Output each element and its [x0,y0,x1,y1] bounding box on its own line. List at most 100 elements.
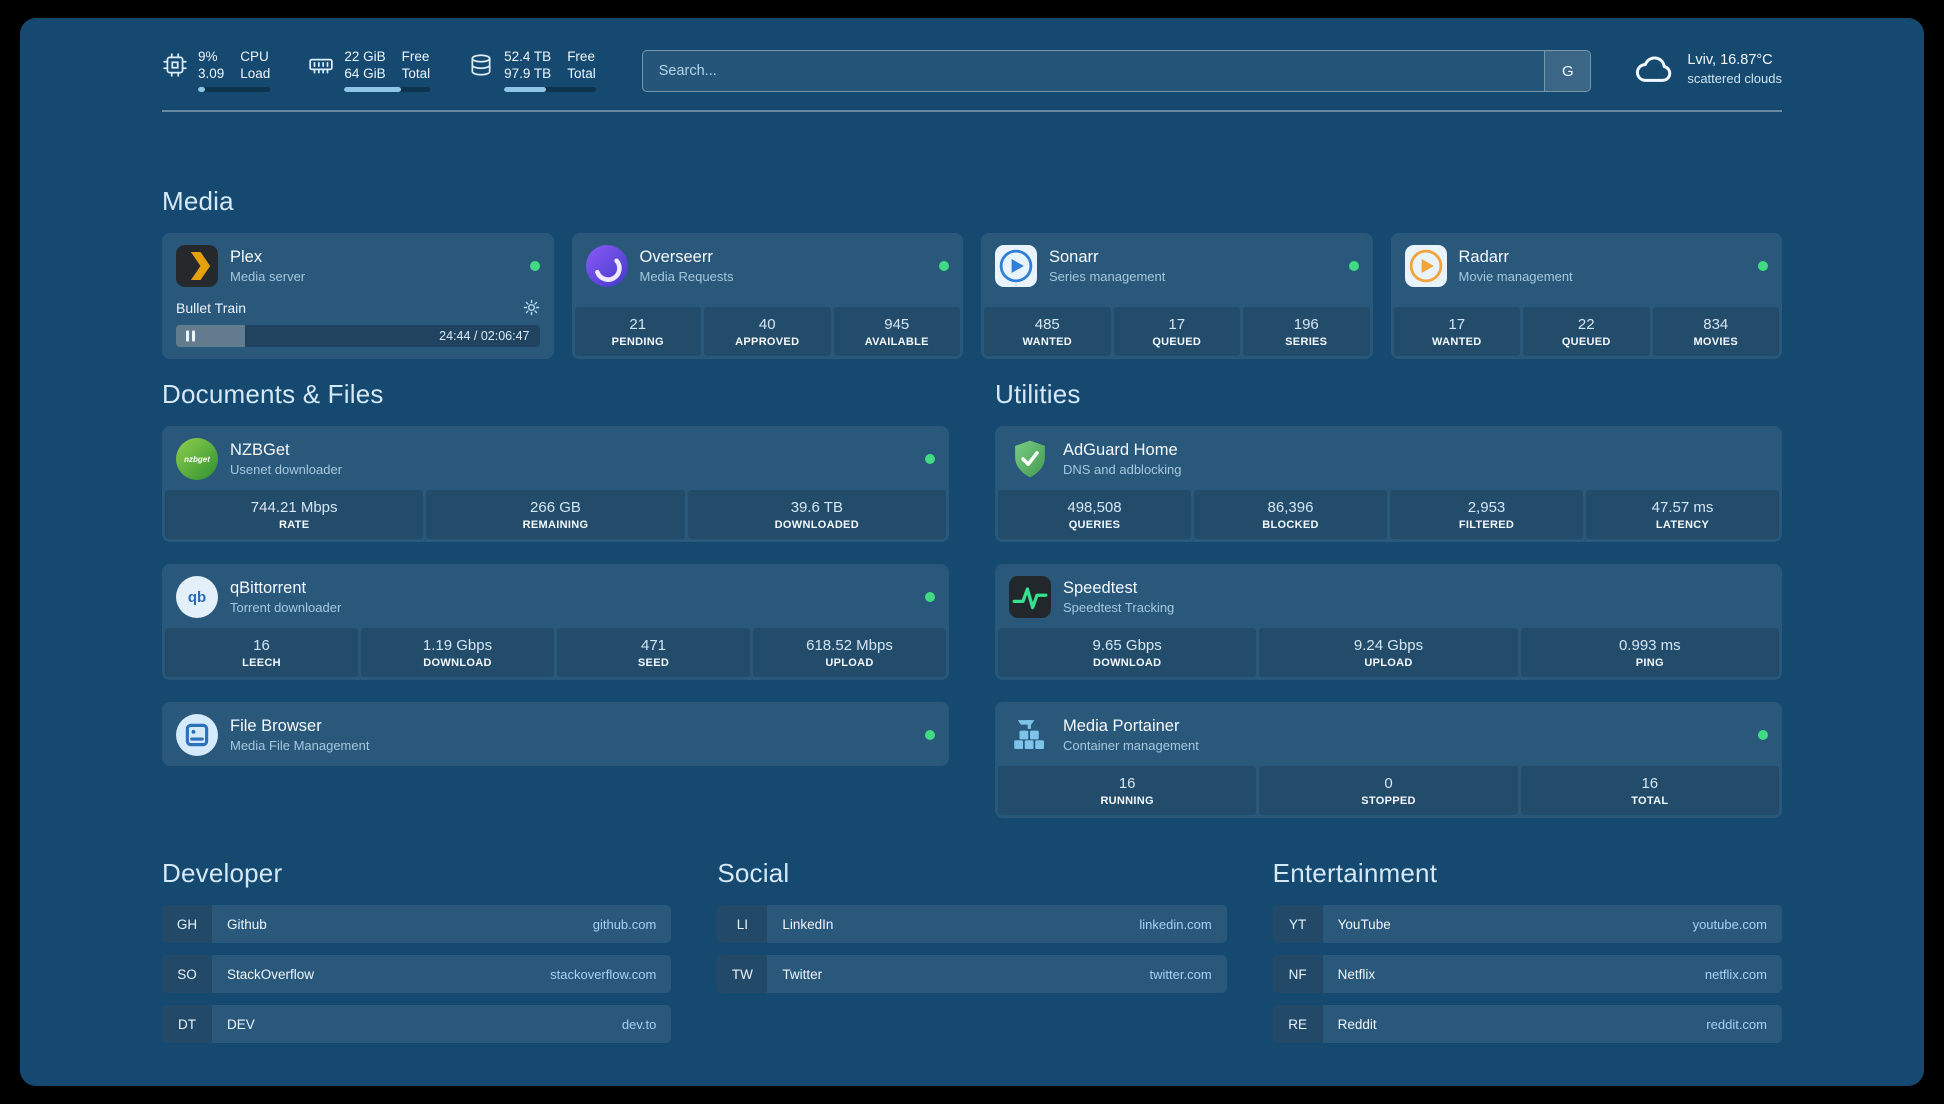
cpu-load-label: Load [240,66,271,81]
bookmark-abbr: RE [1272,1005,1323,1043]
cpu-progress-track [198,87,271,92]
stat-pending: 21 PENDING [574,307,701,356]
status-dot [925,592,935,602]
stats-row: 16 RUNNING 0 STOPPED 16 TOTAL [995,766,1782,818]
service-card-filebrowser[interactable]: File Browser Media File Management [162,702,949,766]
bookmark-url: youtube.com [1692,916,1767,932]
service-subtitle: Container management [1063,738,1199,753]
qbittorrent-icon: qb [176,576,218,618]
stat-upload: 9.24 Gbps UPLOAD [1259,628,1518,677]
service-card-nzbget[interactable]: nzbget NZBGet Usenet downloader 744.21 M… [162,426,949,542]
search-provider-button[interactable]: G [1544,51,1591,91]
stats-row: 485 WANTED 17 QUEUED 196 SERIES [981,307,1373,359]
developer-bookmarks: Developer GH Github github.com SO StackO… [162,858,672,1043]
overseerr-icon [585,245,628,287]
memory-progress-track [344,87,431,92]
service-subtitle: Media File Management [230,738,370,753]
memory-widget: 22 GiB Free 64 GiB Total [308,48,431,92]
status-dot [1758,730,1768,740]
cpu-readout: 9% CPU 3.09 Load [198,48,271,92]
status-dot [925,730,935,740]
stats-row: 21 PENDING 40 APPROVED 945 AVAILABLE [572,307,964,359]
search-bar: G [641,50,1592,92]
playback-progress-bar[interactable]: 24:44 / 02:06:47 [176,325,540,347]
status-dot [939,261,949,271]
bookmark-abbr: TW [717,955,768,993]
stat-running: 16 RUNNING [998,766,1257,815]
bookmark-reddit[interactable]: RE Reddit reddit.com [1272,1005,1782,1043]
service-title: NZBGet [230,441,290,459]
gear-icon[interactable] [523,299,540,316]
bookmark-stackoverflow[interactable]: SO StackOverflow stackoverflow.com [162,955,672,993]
bookmark-name: YouTube [1337,916,1391,932]
bookmark-url: stackoverflow.com [550,966,657,982]
media-cards-row: Plex Media server Bullet Train [162,233,1782,359]
nzbget-icon: nzbget [176,438,218,480]
service-card-overseerr[interactable]: Overseerr Media Requests 21 PENDING 40 APP… [571,233,964,359]
entertainment-bookmarks: Entertainment YT YouTube youtube.com NF … [1272,858,1782,1043]
disk-total: 97.9 TB [504,66,552,81]
memory-free: 22 GiB [344,49,386,64]
service-title: Media Portainer [1063,717,1180,735]
stat-queued: 22 QUEUED [1523,307,1650,356]
now-playing-title: Bullet Train [176,299,247,316]
stat-movies: 834 MOVIES [1652,307,1779,356]
stat-remaining: 266 GB REMAINING [426,490,685,539]
dashboard-window: 9% CPU 3.09 Load [20,18,1924,1086]
stats-row: 17 WANTED 22 QUEUED 834 MOVIES [1391,307,1783,359]
stat-available: 945 AVAILABLE [833,307,960,356]
disk-free: 52.4 TB [504,49,552,64]
bookmark-github[interactable]: GH Github github.com [162,905,672,943]
status-dot [925,454,935,464]
playback-time: 24:44 / 02:06:47 [439,329,530,343]
stat-blocked: 86,396 BLOCKED [1194,490,1387,539]
section-title-developer: Developer [162,858,283,888]
bookmark-netflix[interactable]: NF Netflix netflix.com [1272,955,1782,993]
bookmark-twitter[interactable]: TW Twitter twitter.com [717,955,1227,993]
stats-row: 744.21 Mbps RATE 266 GB REMAINING 39.6 TB D… [162,490,949,542]
service-card-adguard[interactable]: AdGuard Home DNS and adblocking 498,508 Q… [995,426,1782,542]
cpu-widget: 9% CPU 3.09 Load [162,48,271,92]
disk-progress-fill [504,87,547,92]
dashboard-content: 9% CPU 3.09 Load [162,18,1782,1083]
status-dot [1758,261,1768,271]
service-subtitle: Media Requests [639,269,734,284]
bookmark-abbr: NF [1272,955,1323,993]
service-card-sonarr[interactable]: Sonarr Series management 485 WANTED 17 QUE… [981,233,1373,359]
portainer-icon [1009,714,1051,756]
bookmark-youtube[interactable]: YT YouTube youtube.com [1272,905,1782,943]
service-card-plex[interactable]: Plex Media server Bullet Train [162,233,554,359]
disk-progress-track [504,87,596,92]
memory-progress-fill [344,87,401,92]
weather-condition: scattered clouds [1687,71,1782,86]
header-divider [162,110,1782,112]
service-card-qbittorrent[interactable]: qb qBittorrent Torrent downloader 16 LEEC… [162,564,949,680]
stat-download: 9.65 Gbps DOWNLOAD [998,628,1257,677]
service-title: Overseerr [639,248,713,266]
bookmark-url: github.com [592,916,657,932]
status-dot [1348,261,1359,271]
service-subtitle: Torrent downloader [230,600,342,615]
stat-approved: 40 APPROVED [704,307,831,356]
search-input[interactable] [642,51,1545,91]
service-title: Speedtest [1063,579,1138,597]
bookmark-linkedin[interactable]: LI LinkedIn linkedin.com [717,905,1227,943]
section-title-utilities: Utilities [995,379,1081,409]
service-card-portainer[interactable]: Media Portainer Container management 16 R… [995,702,1782,818]
weather-widget: Lviv, 16.87°C scattered clouds [1633,48,1782,90]
two-column-sections: Documents & Files nzbget NZBGet Usenet d… [162,379,1782,818]
service-title: Sonarr [1049,248,1099,266]
cpu-icon [163,53,187,77]
top-bar: 9% CPU 3.09 Load [162,48,1782,92]
cpu-progress-fill [198,87,205,92]
pause-icon[interactable] [186,330,195,342]
disk-icon [471,54,491,76]
service-card-radarr[interactable]: Radarr Movie management 17 WANTED 22 QUEUE… [1390,233,1783,359]
bookmark-dev[interactable]: DT DEV dev.to [162,1005,672,1043]
stat-ping: 0.993 ms PING [1520,628,1779,677]
stat-upload: 618.52 Mbps UPLOAD [753,628,946,677]
weather-location: Lviv, 16.87°C [1687,52,1773,68]
service-card-speedtest[interactable]: Speedtest Speedtest Tracking 9.65 Gbps DO… [995,564,1782,680]
bookmark-abbr: LI [717,905,768,943]
service-subtitle: Speedtest Tracking [1063,600,1175,615]
